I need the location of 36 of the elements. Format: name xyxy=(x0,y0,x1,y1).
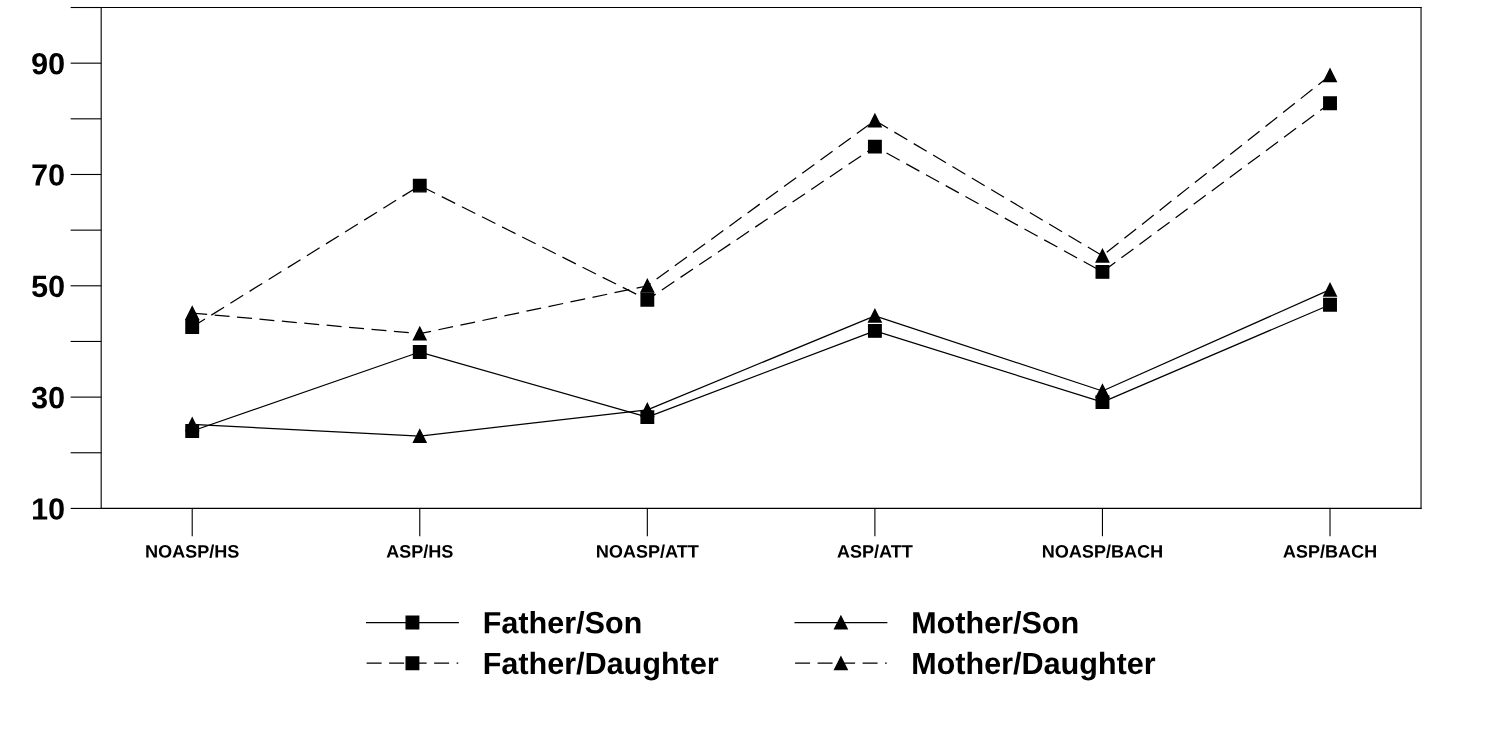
y-tick-label: 30 xyxy=(31,386,64,409)
point xyxy=(185,417,200,432)
point xyxy=(412,345,427,359)
y-tick-label: 70 xyxy=(32,164,64,186)
legend-label: Mother/Son xyxy=(913,611,1078,634)
point xyxy=(185,306,200,321)
point xyxy=(1323,68,1337,83)
point xyxy=(867,308,882,323)
point xyxy=(640,292,655,307)
x-tick-label: ASP/HS xyxy=(386,544,453,558)
point xyxy=(412,326,427,341)
y-tick-label: 50 xyxy=(32,275,64,298)
point xyxy=(1095,248,1110,263)
point xyxy=(640,278,655,293)
x-tick-label: NOASP/HS xyxy=(146,544,239,558)
x-tick-label: NOASP/BACH xyxy=(1042,544,1162,558)
point xyxy=(412,178,427,193)
x-tick-label: ASP/ATT xyxy=(837,544,913,558)
point xyxy=(867,113,882,128)
legend-label: Father/Son xyxy=(484,611,641,634)
x-tick-label: ASP/BACH xyxy=(1283,544,1376,558)
point xyxy=(867,323,882,338)
legend-label: Mother/Daughter xyxy=(913,651,1156,681)
x-tick-label: NOASP/ATT xyxy=(597,544,699,558)
legend-label: Father/Daughter xyxy=(484,651,719,681)
y-tick-label: 90 xyxy=(32,52,64,75)
point xyxy=(867,139,882,154)
point xyxy=(1095,264,1110,279)
point xyxy=(640,402,655,417)
point xyxy=(1323,297,1337,312)
point xyxy=(1323,282,1337,297)
point xyxy=(412,429,427,444)
point xyxy=(185,320,200,334)
y-tick-label: 10 xyxy=(33,498,64,520)
point xyxy=(1095,384,1110,398)
point xyxy=(1323,96,1337,111)
